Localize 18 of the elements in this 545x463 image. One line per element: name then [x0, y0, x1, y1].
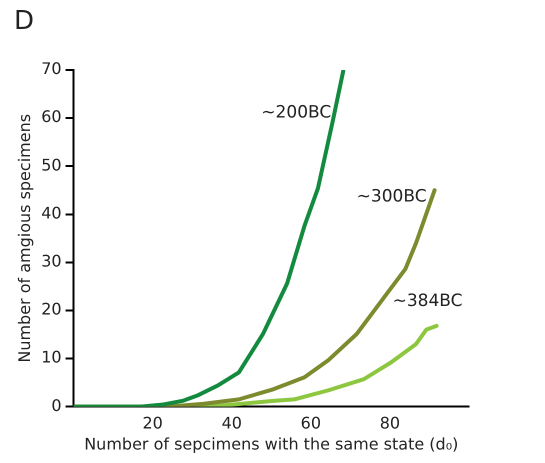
series-label: ~300BC [356, 186, 427, 207]
x-tick-label: 60 [300, 413, 322, 432]
y-tick-label: 70 [41, 59, 62, 78]
x-axis-title: Number of sepcimens with the same state (d₀) [84, 434, 458, 454]
y-tick-label: 20 [41, 300, 62, 319]
y-axis-title: Number of amgious specimens [14, 114, 34, 363]
y-tick-label: 40 [41, 203, 62, 222]
series-label: ~384BC [392, 291, 463, 312]
y-tick-label: 50 [41, 155, 62, 174]
chart-title: D [14, 6, 34, 36]
x-tick-label: 80 [380, 413, 400, 432]
y-tick-label: 30 [41, 252, 62, 270]
x-tick-label: 40 [222, 413, 242, 432]
y-tick-label: 0 [51, 396, 62, 415]
y-tick-label: 60 [41, 107, 62, 126]
x-tick-label: 20 [142, 413, 163, 432]
y-tick-label: 10 [41, 348, 62, 367]
series-label: ~200BC [261, 102, 332, 122]
